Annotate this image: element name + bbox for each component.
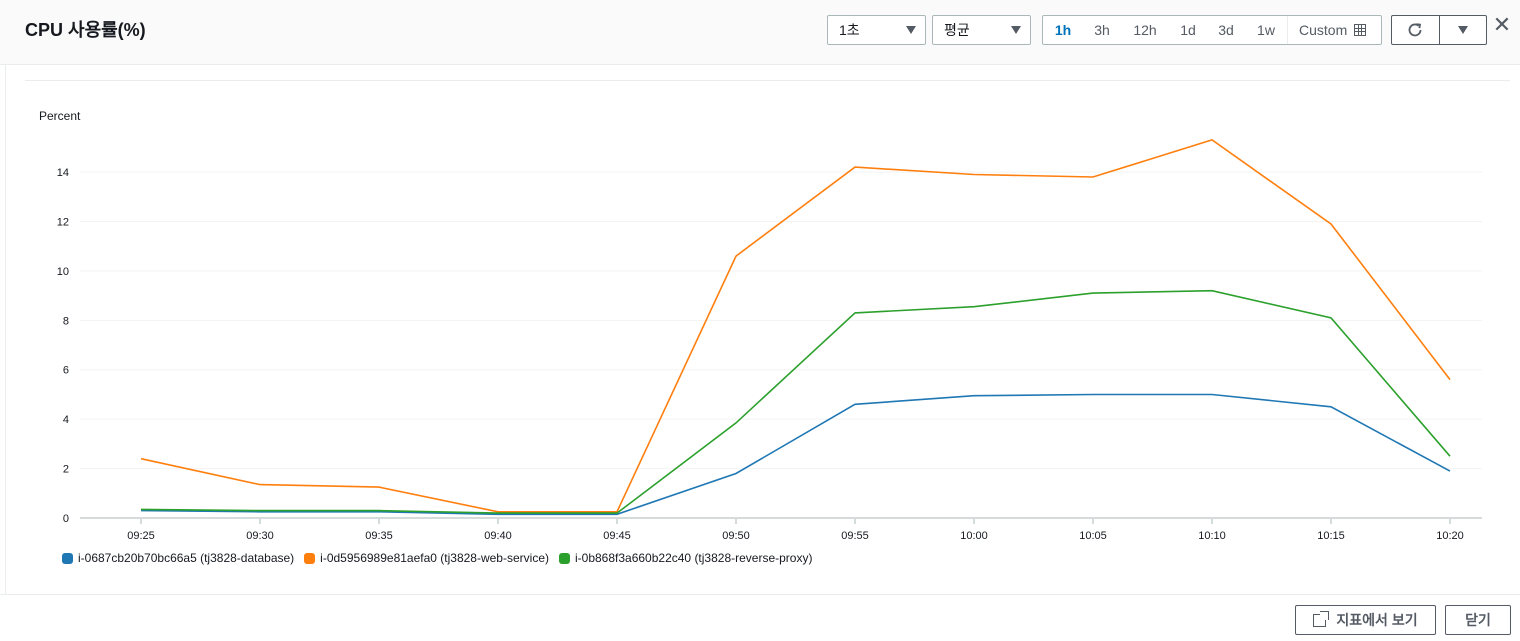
range-12h[interactable]: 12h [1133, 22, 1157, 38]
x-tick-label: 09:45 [603, 530, 631, 540]
x-tick-label: 10:20 [1436, 530, 1464, 540]
x-tick-label: 10:05 [1079, 530, 1107, 540]
x-tick-label: 09:40 [484, 530, 512, 540]
range-3d[interactable]: 3d [1218, 22, 1234, 38]
refresh-icon [1408, 23, 1422, 37]
series-line-0[interactable] [140, 393, 1451, 516]
y-tick-label: 2 [63, 464, 69, 476]
y-axis-label: Percent [39, 109, 81, 123]
refresh-options-button[interactable] [1438, 16, 1487, 44]
view-in-metrics-label: 지표에서 보기 [1336, 612, 1418, 628]
widget-title: CPU 사용률(%) [25, 20, 146, 40]
legend-label: i-0d5956989e81aefa0 (tj3828-web-service) [320, 551, 549, 565]
y-tick-label: 10 [57, 266, 69, 278]
widget-header: CPU 사용률(%) 1초 평균 1h 3h 12h 1d 3d 1w Cust… [0, 0, 1520, 65]
x-tick-label: 10:10 [1198, 530, 1226, 540]
y-axis-ticks: 0 2 4 6 8 10 12 14 [57, 167, 69, 525]
caret-down-icon [1011, 26, 1021, 34]
range-1h[interactable]: 1h [1054, 22, 1072, 38]
chart-legend: i-0687cb20b70bc66a5 (tj3828-database) i-0… [62, 551, 812, 565]
statistic-select[interactable]: 평균 [932, 15, 1031, 45]
period-select[interactable]: 1초 [827, 15, 926, 45]
legend-item[interactable]: i-0d5956989e81aefa0 (tj3828-web-service) [304, 551, 549, 565]
divider [0, 594, 1520, 595]
statistic-select-value: 평균 [944, 22, 970, 38]
range-1w[interactable]: 1w [1257, 22, 1275, 38]
range-custom[interactable]: Custom [1287, 16, 1372, 44]
refresh-button-group [1391, 15, 1487, 45]
x-tick-label: 10:00 [960, 530, 988, 540]
legend-label: i-0b868f3a660b22c40 (tj3828-reverse-prox… [575, 551, 813, 565]
legend-swatch [62, 552, 73, 564]
y-tick-label: 12 [57, 216, 69, 228]
y-tick-label: 4 [63, 414, 69, 426]
x-tick-label: 09:35 [365, 530, 393, 540]
y-tick-label: 14 [57, 167, 69, 179]
calendar-icon [1354, 24, 1367, 36]
x-tick-label: 09:55 [841, 530, 869, 540]
divider [25, 80, 1510, 81]
legend-swatch [304, 552, 316, 564]
refresh-button[interactable] [1392, 16, 1439, 44]
caret-down-icon [1457, 26, 1468, 34]
panel-border [0, 64, 6, 594]
range-custom-label: Custom [1299, 22, 1348, 38]
y-tick-label: 8 [63, 315, 69, 327]
chart-grid [80, 171, 1482, 519]
legend-swatch [559, 552, 570, 564]
range-1d[interactable]: 1d [1180, 22, 1196, 38]
series-line-2[interactable] [140, 289, 1451, 514]
x-axis-ticks: 09:25 09:30 09:35 09:40 09:45 09:50 09:55 10:00… [127, 519, 1464, 540]
time-range-selector: 1h 3h 12h 1d 3d 1w Custom [1042, 15, 1382, 45]
caret-down-icon [906, 26, 916, 34]
external-link-icon [1313, 610, 1330, 627]
series-line-1[interactable] [140, 139, 1451, 513]
x-tick-label: 10:15 [1317, 530, 1345, 540]
legend-label: i-0687cb20b70bc66a5 (tj3828-database) [78, 551, 295, 565]
x-tick-label: 09:30 [246, 530, 274, 540]
chart-series [140, 139, 1451, 516]
close-button-label: 닫기 [1465, 612, 1491, 628]
legend-item[interactable]: i-0b868f3a660b22c40 (tj3828-reverse-prox… [559, 551, 812, 565]
y-tick-label: 6 [63, 365, 69, 377]
view-in-metrics-button[interactable]: 지표에서 보기 [1295, 605, 1436, 635]
x-tick-label: 09:25 [127, 530, 155, 540]
legend-item[interactable]: i-0687cb20b70bc66a5 (tj3828-database) [62, 551, 294, 565]
period-select-value: 1초 [839, 22, 860, 38]
close-icon[interactable]: ✕ [1492, 12, 1512, 37]
y-tick-label: 0 [63, 513, 69, 525]
close-button[interactable]: 닫기 [1445, 605, 1511, 635]
x-tick-label: 09:50 [722, 530, 750, 540]
range-3h[interactable]: 3h [1094, 22, 1110, 38]
